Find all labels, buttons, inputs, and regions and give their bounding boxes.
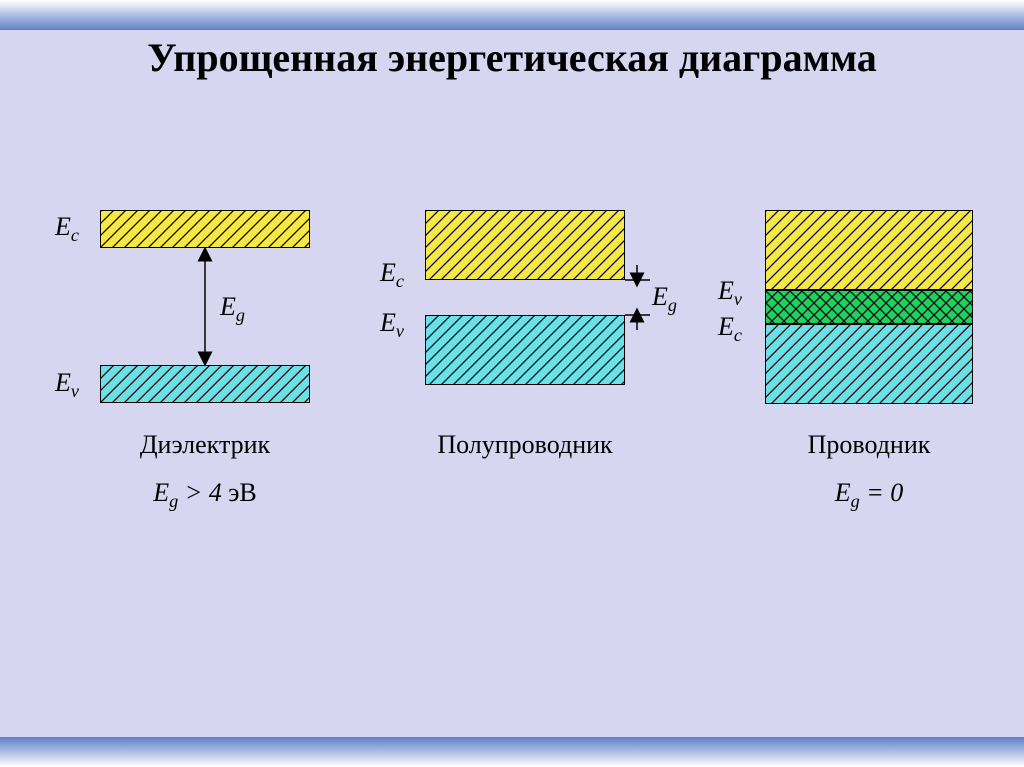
top-gradient-bar (0, 0, 1024, 30)
semi-ev-label: Ev (380, 308, 404, 342)
insulator-ec-label: Ec (55, 212, 79, 246)
semi-eg-label: Eg (652, 282, 677, 316)
cond-overlap-band (765, 290, 973, 324)
cond-ev-label: Ev (718, 276, 742, 310)
cond-formula: Eg = 0 (765, 478, 973, 512)
semi-ec-label: Ec (380, 258, 404, 292)
slide-title: Упрощенная энергетическая диаграмма (0, 35, 1024, 81)
cond-valence-band (765, 324, 973, 404)
insulator-eg-label: Eg (220, 292, 245, 326)
insulator-caption: Диэлектрик (100, 430, 310, 460)
insulator-ev-label: Ev (55, 368, 79, 402)
diagram-area: Ec Ev Eg Диэлектрик Eg > 4 эВ Ec Ev Eg П… (0, 210, 1024, 610)
bottom-gradient-bar (0, 737, 1024, 767)
semi-gap-arrow (370, 210, 680, 410)
cond-caption: Проводник (765, 430, 973, 460)
insulator-formula: Eg > 4 эВ (100, 478, 310, 512)
cond-conduction-band (765, 210, 973, 290)
cond-ec-label: Ec (718, 312, 742, 346)
semi-caption: Полупроводник (410, 430, 640, 460)
insulator-gap-arrow (100, 210, 310, 410)
